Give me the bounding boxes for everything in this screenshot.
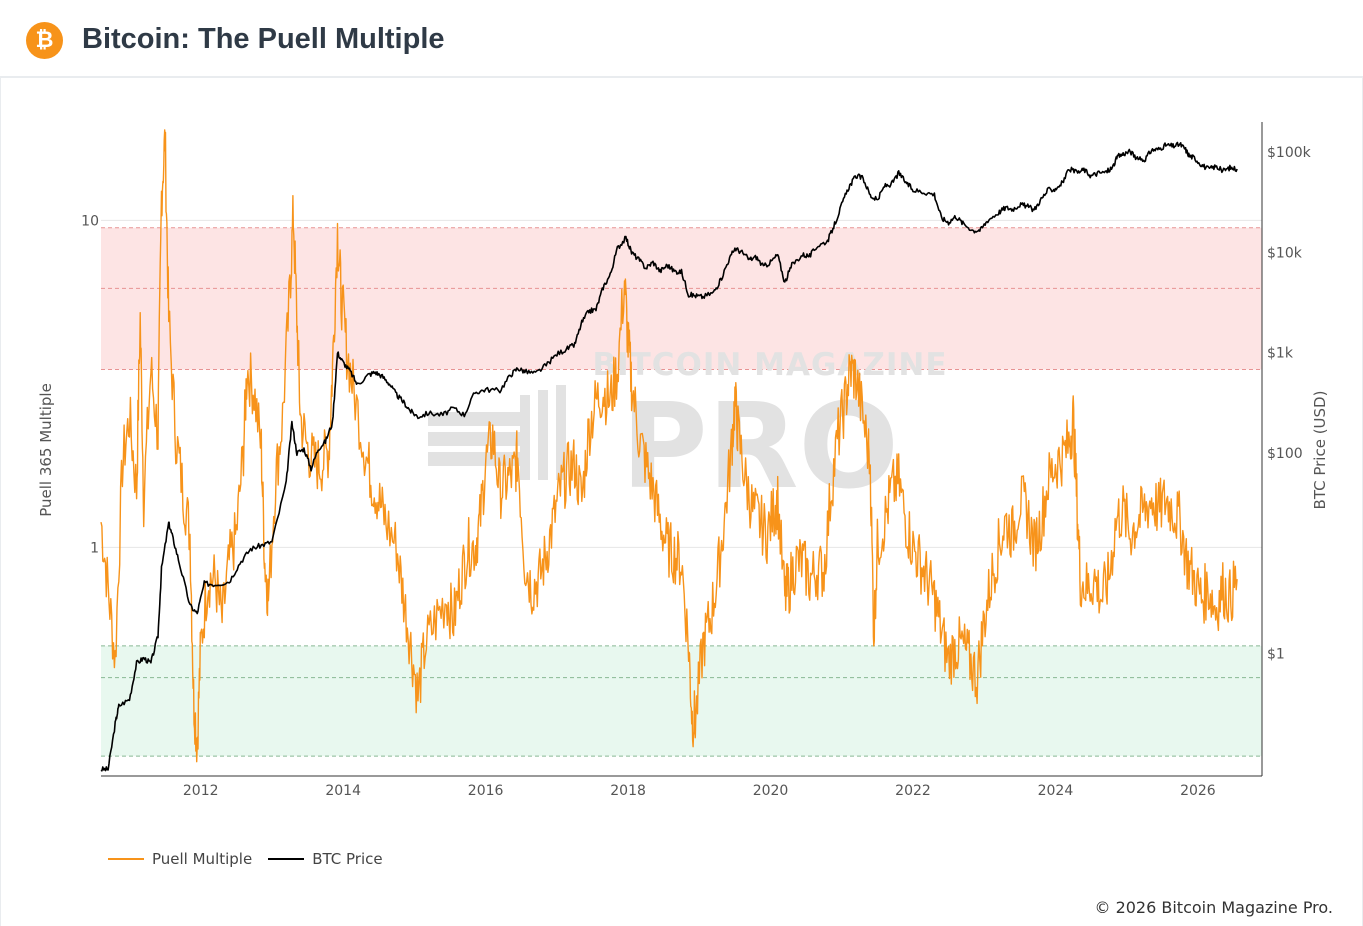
gridline-layer [101,219,1262,548]
x-tick-label-2026: 2026 [1180,783,1216,799]
y-right-tick-label-$1: $1 [1267,646,1285,662]
x-tick-label-2018: 2018 [610,783,646,799]
legend-label-puell: Puell Multiple [152,850,253,868]
legend-swatch-btc-price [268,858,305,860]
zone-low [101,645,1262,757]
y-right-tick-label-$10k: $10k [1267,245,1303,261]
puell-multiple-line [100,129,1238,763]
x-tick-label-2022: 2022 [895,783,931,799]
y-right-tick-label-$100: $100 [1267,446,1303,462]
page-title: Bitcoin: The Puell Multiple [82,23,445,55]
watermark-main-text: PRO [621,377,899,515]
y-right-axis-title: BTC Price (USD) [1311,391,1329,510]
x-tick-label-2012: 2012 [183,783,219,799]
legend-label-btc-price: BTC Price [312,850,383,868]
x-tick-label-2020: 2020 [753,783,789,799]
page-header: ₿ Bitcoin: The Puell Multiple [0,0,1363,78]
chart-legend: Puell Multiple BTC Price [108,850,399,868]
axes-layer: 2012 2014 2016 2018 2020 2022 2024 2026 10 1 $100k… [81,122,1312,799]
x-tick-label-2016: 2016 [468,783,504,799]
y-left-tick-label-10: 10 [81,213,99,229]
watermark-logo-icon [428,385,566,480]
legend-item-btc-price[interactable]: BTC Price [268,850,383,868]
y-right-tick-label-$100k: $100k [1267,145,1312,161]
y-left-tick-label-1: 1 [90,540,99,556]
watermark: BITCOIN MAGAZINE PRO [428,347,947,515]
copyright-text: © 2026 Bitcoin Magazine Pro. [1094,898,1333,917]
legend-swatch-puell [108,858,144,860]
frame-border-left [0,78,1,926]
x-tick-label-2014: 2014 [325,783,361,799]
btc-price-line [100,141,1238,772]
legend-item-puell[interactable]: Puell Multiple [108,850,252,868]
x-tick-label-2024: 2024 [1038,783,1074,799]
y-right-tick-label-$1k: $1k [1267,346,1294,362]
bitcoin-icon: ₿ [26,22,63,59]
series-layer [100,129,1238,772]
y-left-axis-title: Puell 365 Multiple [37,383,55,517]
watermark-top-text: BITCOIN MAGAZINE [592,347,947,383]
